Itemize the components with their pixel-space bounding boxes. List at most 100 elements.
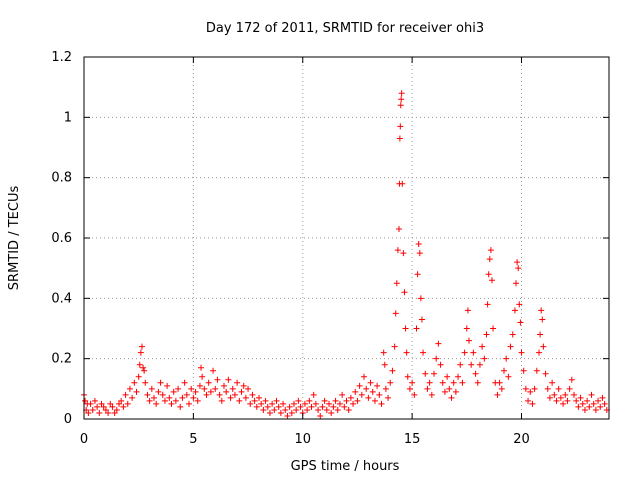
data-point xyxy=(297,403,304,410)
data-point xyxy=(537,331,544,338)
data-point xyxy=(188,385,195,392)
data-point xyxy=(271,406,278,413)
data-point xyxy=(168,400,175,407)
data-point xyxy=(484,301,491,308)
data-point xyxy=(175,385,182,392)
data-point xyxy=(129,394,136,401)
data-point xyxy=(196,382,203,389)
data-point xyxy=(148,385,155,392)
y-tick-label: 0 xyxy=(64,412,72,427)
data-point xyxy=(452,388,459,395)
data-point xyxy=(146,397,153,404)
data-point xyxy=(515,265,522,272)
data-point xyxy=(426,379,433,386)
data-point xyxy=(336,400,343,407)
x-axis-label: GPS time / hours xyxy=(291,459,400,474)
data-point xyxy=(339,391,346,398)
data-point xyxy=(170,388,177,395)
data-point xyxy=(398,96,405,103)
data-point xyxy=(417,295,424,302)
data-point xyxy=(592,406,599,413)
data-point xyxy=(394,247,401,254)
data-point xyxy=(479,343,486,350)
data-point xyxy=(551,391,558,398)
data-point xyxy=(464,307,471,314)
data-point xyxy=(544,385,551,392)
data-point xyxy=(533,367,540,374)
data-point xyxy=(153,400,160,407)
data-point xyxy=(448,394,455,401)
y-tick-label: 1.2 xyxy=(51,50,72,65)
data-point xyxy=(161,397,168,404)
data-point xyxy=(94,403,101,410)
data-point xyxy=(562,391,569,398)
data-point xyxy=(406,385,413,392)
data-point xyxy=(470,349,477,356)
data-point xyxy=(404,373,411,380)
data-point xyxy=(431,370,437,377)
data-point xyxy=(396,225,402,232)
data-point xyxy=(450,379,457,386)
data-point xyxy=(517,319,524,326)
data-point xyxy=(560,400,567,407)
data-point xyxy=(420,349,427,356)
data-point xyxy=(549,379,556,386)
data-point xyxy=(531,385,538,392)
data-point xyxy=(486,256,493,263)
data-point xyxy=(142,379,149,386)
data-point xyxy=(306,397,313,404)
data-point xyxy=(166,394,173,401)
data-point xyxy=(577,394,584,401)
data-point xyxy=(393,280,400,287)
data-point xyxy=(225,376,232,383)
data-point xyxy=(258,400,265,407)
data-point xyxy=(91,397,98,404)
data-point xyxy=(455,373,462,380)
data-point xyxy=(82,397,89,404)
data-point xyxy=(275,403,282,410)
data-point xyxy=(113,406,120,413)
data-point xyxy=(345,406,352,413)
data-point xyxy=(411,391,418,398)
data-point xyxy=(488,277,495,284)
data-point xyxy=(212,385,219,392)
data-point xyxy=(400,250,407,257)
data-point xyxy=(249,391,256,398)
data-point xyxy=(392,310,399,317)
data-point xyxy=(597,403,604,410)
data-point xyxy=(476,361,483,368)
data-point xyxy=(539,316,546,323)
data-point xyxy=(584,397,591,404)
y-tick-label: 0.6 xyxy=(51,231,72,246)
data-point xyxy=(566,385,573,392)
data-point xyxy=(284,412,291,419)
data-point xyxy=(291,400,297,407)
data-point xyxy=(352,388,359,395)
data-point xyxy=(399,180,406,187)
data-point xyxy=(483,331,490,338)
data-point xyxy=(474,379,481,386)
data-point xyxy=(198,364,205,371)
data-point xyxy=(109,403,116,410)
data-point xyxy=(159,391,166,398)
data-point xyxy=(557,394,564,401)
data-point xyxy=(135,373,142,380)
data-point xyxy=(571,391,577,398)
axis-ticks: 0 5 10 15 20 0 0.2 0.4 0.6 0.8 1 1.2 xyxy=(51,50,609,447)
data-point xyxy=(343,397,350,404)
data-point xyxy=(238,388,245,395)
data-point xyxy=(205,379,212,386)
data-point xyxy=(459,379,466,386)
data-point xyxy=(437,361,444,368)
data-point xyxy=(126,385,133,392)
x-tick-label: 15 xyxy=(404,432,421,447)
data-point xyxy=(256,394,262,401)
data-point xyxy=(402,325,409,332)
data-point xyxy=(98,400,105,407)
data-point xyxy=(385,394,392,401)
data-point xyxy=(141,367,148,374)
plot-frame xyxy=(83,56,610,420)
data-point xyxy=(264,403,271,410)
data-point xyxy=(116,400,122,407)
data-point xyxy=(203,391,210,398)
